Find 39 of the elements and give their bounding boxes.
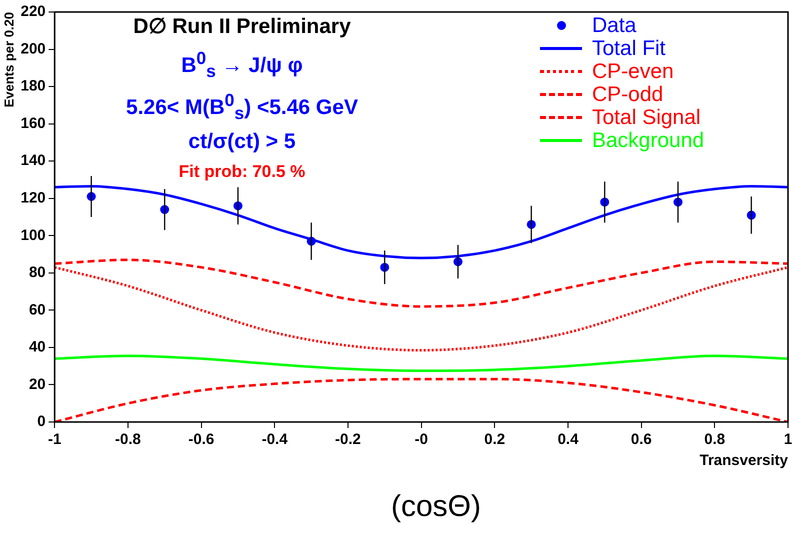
y-tick-label: 200 xyxy=(20,40,46,58)
y-tick-label: 140 xyxy=(20,152,46,170)
legend-label: Background xyxy=(592,128,704,152)
x-axis-title: Transversity xyxy=(700,452,789,470)
legend-label: CP-odd xyxy=(592,82,664,106)
x-tick-label: 0.2 xyxy=(484,431,506,448)
legend-label: Data xyxy=(592,14,636,38)
annotation: D∅ Run II Preliminary xyxy=(133,14,351,39)
y-tick-label: 20 xyxy=(28,376,46,393)
y-tick-label: 60 xyxy=(28,301,46,318)
x-tick-label: -0.8 xyxy=(115,431,141,448)
legend-label: Total Signal xyxy=(592,106,701,130)
y-tick-label: 0 xyxy=(37,413,46,430)
annotation: ct/σ(ct) > 5 xyxy=(188,130,296,154)
x-tick-label: -0.6 xyxy=(188,431,214,448)
y-tick-label: 40 xyxy=(28,338,46,356)
x-tick-label: -0 xyxy=(414,431,428,448)
y-tick-label: 120 xyxy=(20,190,46,207)
line-series xyxy=(54,354,788,372)
line-series xyxy=(54,378,788,422)
x-tick-label: 0.8 xyxy=(704,431,726,448)
legend-label: Total Fit xyxy=(592,36,666,60)
legend-label: CP-even xyxy=(592,60,674,84)
x-tick-label: 0.6 xyxy=(630,431,652,448)
annotation: B$^{0}$$_{s}$ → J/ψ φ xyxy=(181,48,303,82)
x-tick-label: -0.4 xyxy=(262,431,288,448)
x-tick-label: -1 xyxy=(48,431,62,448)
y-tick-label: 180 xyxy=(20,78,46,95)
text: (cosΘ) xyxy=(391,490,481,524)
annotation: Fit prob: 70.5 % xyxy=(178,162,306,182)
y-tick-label: 160 xyxy=(20,114,46,132)
y-tick-label: 100 xyxy=(20,226,46,244)
y-axis-title: Events per 0.20 xyxy=(1,12,16,108)
y-tick-label: 220 xyxy=(20,3,46,20)
x-tick-label: 0.4 xyxy=(558,431,580,448)
x-tick-label: 1 xyxy=(784,431,792,448)
y-tick-label: 80 xyxy=(28,264,46,282)
x-tick-label: -0.2 xyxy=(335,431,361,448)
annotation: 5.26< M(B$^{0}$$_{s}$) <5.46 GeV xyxy=(126,90,358,124)
